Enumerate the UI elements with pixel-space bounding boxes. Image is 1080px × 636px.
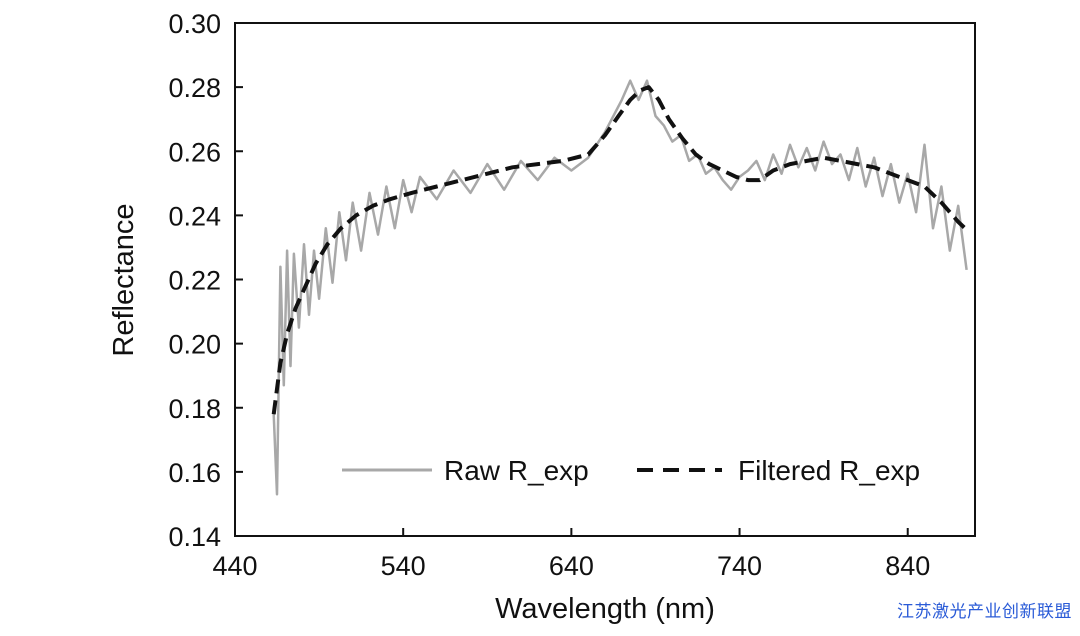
series-layer xyxy=(271,79,970,496)
y-tick-label: 0.22 xyxy=(168,266,221,296)
x-tick-label: 740 xyxy=(717,551,762,581)
x-tick-label: 540 xyxy=(381,551,426,581)
y-tick-label: 0.20 xyxy=(168,330,221,360)
y-axis-ticks: 0.14 0.16 0.18 0.20 0.22 0.24 0.26 0.28 0.30 xyxy=(168,9,243,552)
x-axis-ticks: 440 540 640 740 840 xyxy=(212,528,930,581)
y-tick-label: 0.26 xyxy=(168,137,221,167)
legend: Raw R_exp Filtered R_exp xyxy=(342,455,920,486)
x-tick-label: 640 xyxy=(549,551,594,581)
y-tick-label: 0.18 xyxy=(168,394,221,424)
y-tick-label: 0.28 xyxy=(168,73,221,103)
legend-raw-label: Raw R_exp xyxy=(444,455,589,486)
y-axis-title: Reflectance xyxy=(108,203,140,356)
y-tick-label: 0.30 xyxy=(168,9,221,39)
filtered-series-line xyxy=(271,85,970,415)
y-tick-label: 0.24 xyxy=(168,201,221,231)
x-axis-title: Wavelength (nm) xyxy=(495,593,715,625)
y-tick-label: 0.14 xyxy=(168,522,221,552)
watermark-text: 江苏激光产业创新联盟 xyxy=(897,602,1072,622)
legend-filtered-label: Filtered R_exp xyxy=(738,455,920,486)
x-tick-label: 440 xyxy=(212,551,257,581)
raw-series-line xyxy=(272,79,968,496)
y-tick-label: 0.16 xyxy=(168,458,221,488)
x-tick-label: 840 xyxy=(885,551,930,581)
